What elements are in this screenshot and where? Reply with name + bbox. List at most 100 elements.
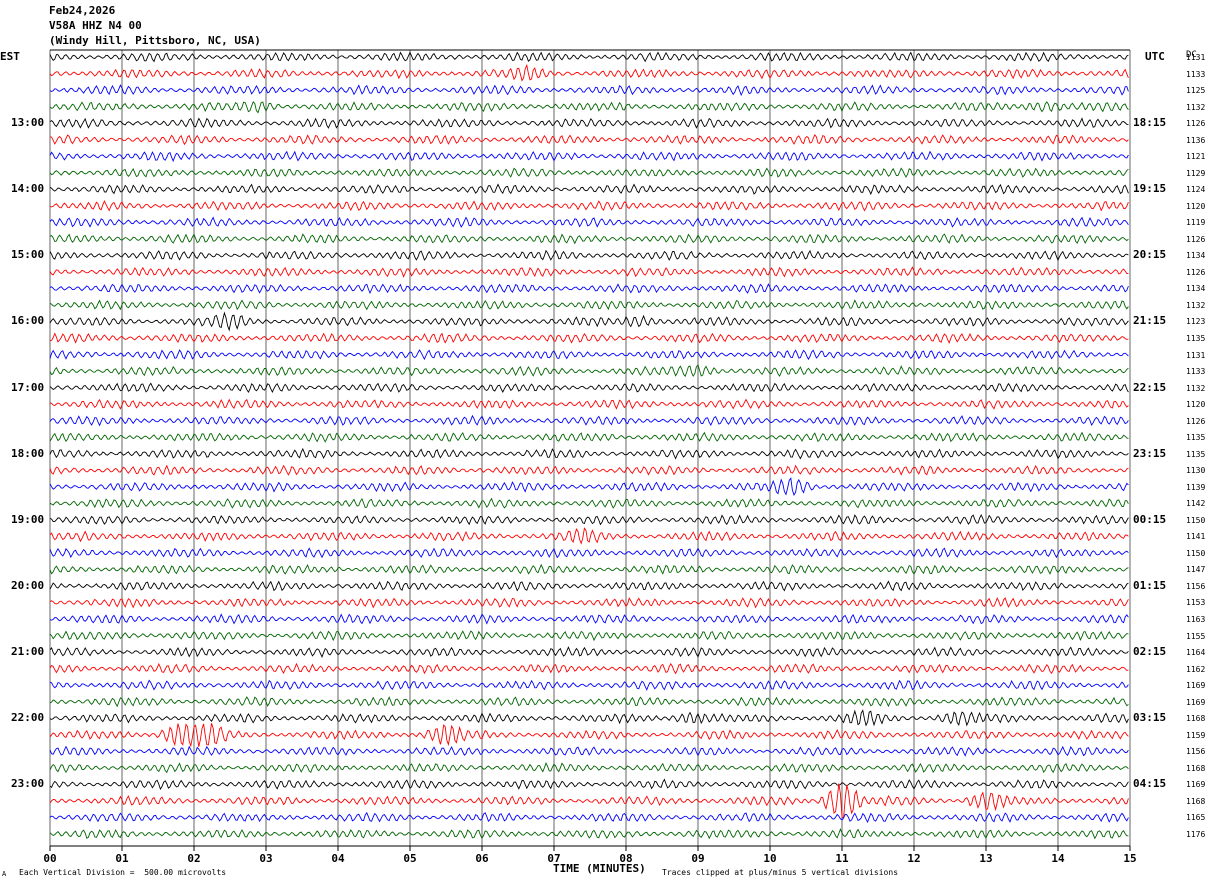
dc-offset-value: 1123 xyxy=(1186,317,1206,327)
trace-row-14 xyxy=(49,283,1129,295)
x-tick-label: 08 xyxy=(619,852,632,865)
trace-row-43 xyxy=(49,762,1129,774)
trace-row-17 xyxy=(49,332,1129,344)
trace-row-19 xyxy=(49,364,1129,378)
trace-row-8 xyxy=(49,183,1129,196)
dc-header-label: DC xyxy=(1186,50,1197,60)
x-tick-label: 09 xyxy=(691,852,704,865)
dc-offset-value: 1168 xyxy=(1186,763,1206,773)
dc-offset-value: 1132 xyxy=(1186,102,1206,112)
x-tick-label: 00 xyxy=(43,852,56,865)
x-axis: 00 01 02 03 04 05 06 07 08 09 10 11 12 13 14 15 xyxy=(43,846,1137,865)
dc-offset-value: 1120 xyxy=(1186,400,1206,410)
trace-row-46 xyxy=(49,811,1129,824)
dc-offset-value: 1135 xyxy=(1186,334,1206,343)
left-hour-label: 17:00 xyxy=(11,380,45,394)
trace-row-28 xyxy=(49,513,1129,526)
x-tick-label: 13 xyxy=(979,852,992,865)
dc-offset-value: 1131 xyxy=(1186,53,1206,62)
trace-row-10 xyxy=(49,216,1129,228)
dc-offset-value: 1165 xyxy=(1186,813,1206,823)
trace-row-45 xyxy=(49,783,1129,819)
dc-offset-value: 1126 xyxy=(1186,416,1206,426)
dc-offset-value: 1133 xyxy=(1186,367,1206,377)
dc-offset-value: 1126 xyxy=(1186,234,1206,244)
dc-offset-value: 1119 xyxy=(1186,218,1206,228)
x-tick-label: 02 xyxy=(187,852,200,865)
trace-row-31 xyxy=(49,563,1129,575)
trace-row-13 xyxy=(49,266,1129,278)
dc-offset-value: 1120 xyxy=(1186,201,1206,211)
dc-offset-value: 1142 xyxy=(1186,499,1206,509)
trace-row-26 xyxy=(49,477,1129,496)
dc-offset-value: 1131 xyxy=(1186,350,1206,360)
right-hour-label: 21:15 xyxy=(1133,314,1167,328)
dc-offset-value: 1132 xyxy=(1186,383,1206,393)
right-hour-label: 03:15 xyxy=(1133,711,1167,725)
right-hour-label: 01:15 xyxy=(1133,578,1167,592)
header-station: V58A HHZ N4 00 xyxy=(49,19,142,32)
trace-row-11 xyxy=(49,233,1129,245)
trace-row-25 xyxy=(49,464,1129,476)
x-axis-title: TIME (MINUTES) xyxy=(553,862,646,875)
x-tick-label: 07 xyxy=(547,852,560,865)
left-hour-label: 16:00 xyxy=(11,314,45,328)
dc-offset-value: 1159 xyxy=(1186,730,1206,740)
dc-offset-value: 1136 xyxy=(1186,135,1206,145)
dc-offset-value: 1169 xyxy=(1186,681,1206,691)
trace-row-16 xyxy=(49,311,1129,332)
trace-row-15 xyxy=(49,299,1129,311)
dc-offset-value: 1126 xyxy=(1186,119,1206,129)
dc-offset-value: 1129 xyxy=(1186,168,1206,178)
trace-row-24 xyxy=(49,447,1129,460)
dc-offset-value: 1141 xyxy=(1186,532,1206,542)
left-hour-label: 22:00 xyxy=(11,711,45,725)
dc-offset-value: 1176 xyxy=(1186,829,1206,839)
trace-row-40 xyxy=(49,709,1129,727)
corner-mark: A xyxy=(2,870,7,878)
left-hour-label: 23:00 xyxy=(11,777,45,791)
dc-offset-value: 1130 xyxy=(1186,466,1206,476)
clip-note: Traces clipped at plus/minus 5 vertical … xyxy=(662,868,899,877)
x-tick-label: 03 xyxy=(259,852,272,865)
dc-offset-value: 1168 xyxy=(1186,796,1206,806)
right-hour-label: 23:15 xyxy=(1133,446,1167,460)
trace-row-36 xyxy=(49,646,1129,658)
right-timezone-label: UTC xyxy=(1145,50,1165,63)
trace-row-37 xyxy=(49,662,1129,675)
dc-offset-value: 1156 xyxy=(1186,747,1206,757)
dc-offset-value: 1126 xyxy=(1186,267,1206,277)
trace-row-34 xyxy=(49,613,1129,625)
trace-row-20 xyxy=(49,382,1129,394)
trace-row-29 xyxy=(49,527,1129,545)
left-timezone-label: EST xyxy=(0,50,20,63)
x-tick-label: 04 xyxy=(331,852,345,865)
left-hour-label: 18:00 xyxy=(11,446,45,460)
trace-row-23 xyxy=(49,431,1129,443)
trace-row-44 xyxy=(49,778,1129,791)
x-tick-label: 05 xyxy=(403,852,416,865)
right-hour-label: 18:15 xyxy=(1133,116,1167,130)
dc-offset-value: 1155 xyxy=(1186,631,1206,641)
trace-row-2 xyxy=(49,84,1129,97)
trace-row-6 xyxy=(49,150,1129,163)
trace-row-5 xyxy=(49,134,1129,146)
x-tick-label: 01 xyxy=(115,852,129,865)
dc-offset-value: 1162 xyxy=(1186,664,1206,674)
right-hour-label: 22:15 xyxy=(1133,380,1167,394)
right-hour-label: 04:15 xyxy=(1133,777,1167,791)
left-hour-label: 15:00 xyxy=(11,248,45,262)
dc-offset-value: 1169 xyxy=(1186,780,1206,790)
right-hour-label: 20:15 xyxy=(1133,248,1167,262)
dc-offset-value: 1164 xyxy=(1186,648,1206,658)
dc-offset-value: 1153 xyxy=(1186,598,1206,608)
dc-offset-value: 1150 xyxy=(1186,548,1206,558)
dc-offset-value: 1134 xyxy=(1186,284,1206,294)
x-tick-label: 12 xyxy=(907,852,920,865)
dc-offset-value: 1135 xyxy=(1186,449,1206,459)
left-hour-label: 13:00 xyxy=(11,116,45,130)
dc-offset-value: 1124 xyxy=(1186,185,1206,195)
trace-row-35 xyxy=(49,630,1129,642)
left-hour-label: 19:00 xyxy=(11,512,45,526)
